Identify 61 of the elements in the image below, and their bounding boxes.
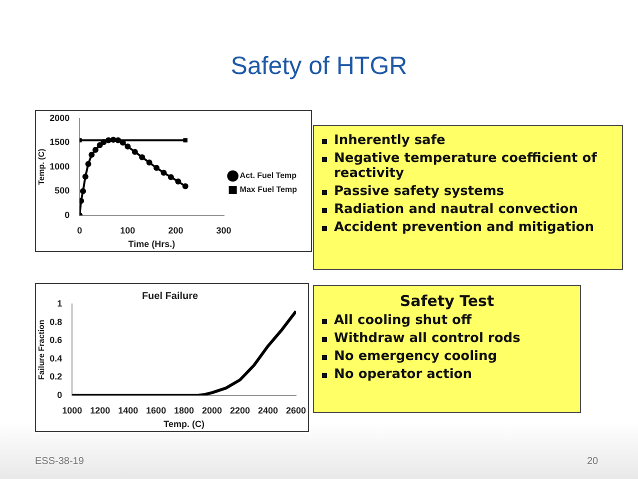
y-tick-label: 2000	[50, 112, 70, 123]
y-tick-label: 1	[57, 298, 62, 308]
point	[183, 138, 188, 142]
x-tick-label: 1800	[174, 405, 194, 416]
point	[160, 170, 167, 176]
point	[92, 146, 98, 153]
legend-label: Max Fuel Temp	[240, 185, 298, 194]
y-tick-label: 0.6	[50, 335, 62, 346]
text: Safety of HTGR	[230, 52, 408, 81]
y-tick-label: 500	[54, 186, 70, 196]
y-tick-label: 0.8	[50, 316, 62, 327]
point	[139, 154, 146, 160]
x-tick-label: 1400	[118, 405, 138, 416]
x-axis-title: Time (Hrs.)	[128, 239, 176, 250]
chart-title: Fuel Failure	[142, 290, 198, 302]
y-axis-title: Temp. (C)	[37, 148, 46, 186]
point	[85, 160, 92, 167]
x-tick-label: 100	[120, 225, 136, 236]
point	[168, 174, 174, 180]
x-tick-label: 200	[168, 225, 184, 236]
text: All cooling shut off	[333, 313, 473, 328]
y-axis-title: Failure Fraction	[37, 320, 46, 380]
text: No emergency cooling	[333, 349, 498, 364]
y-tick-label: 0	[57, 390, 62, 400]
legend-label: Act. Fuel Temp	[240, 171, 297, 180]
point	[88, 152, 95, 158]
x-tick-label: 2200	[230, 405, 250, 416]
y-tick-label: 0	[64, 210, 70, 220]
x-tick-label: 2600	[286, 405, 306, 416]
point	[175, 178, 182, 184]
text: Radiation and nautral convection	[333, 202, 579, 217]
text: Negative temperature coefficient of reactivity	[333, 151, 598, 181]
text: Accident prevention and mitigation	[333, 220, 595, 235]
y-tick-label: 1500	[50, 137, 70, 148]
y-tick-label: 1000	[50, 161, 70, 172]
point	[100, 139, 107, 146]
text: 20	[587, 456, 598, 467]
x-tick-label: 1200	[90, 405, 110, 416]
x-axis-title: Temp. (C)	[164, 419, 204, 430]
text: Withdraw all control rods	[333, 331, 522, 346]
point	[132, 148, 138, 155]
text: Inherently safe	[333, 133, 446, 148]
x-tick-label: 1600	[146, 405, 166, 416]
text: ESS-38-19	[35, 456, 84, 467]
point	[80, 198, 84, 204]
x-tick-label: 2000	[202, 405, 222, 416]
x-tick-label: 0	[77, 225, 82, 236]
point	[82, 174, 88, 180]
x-tick-label: 300	[216, 225, 232, 236]
point	[124, 144, 131, 150]
y-tick-label: 0.2	[50, 372, 62, 382]
point	[182, 183, 188, 190]
point	[80, 188, 86, 194]
point	[115, 137, 122, 144]
text: Safety Test	[398, 292, 496, 310]
y-tick-label: 0.4	[50, 353, 62, 364]
point	[146, 160, 152, 166]
text: No operator action	[333, 367, 473, 382]
x-tick-label: 2400	[258, 405, 278, 416]
point	[154, 164, 160, 171]
text: Passive safety systems	[333, 184, 506, 199]
